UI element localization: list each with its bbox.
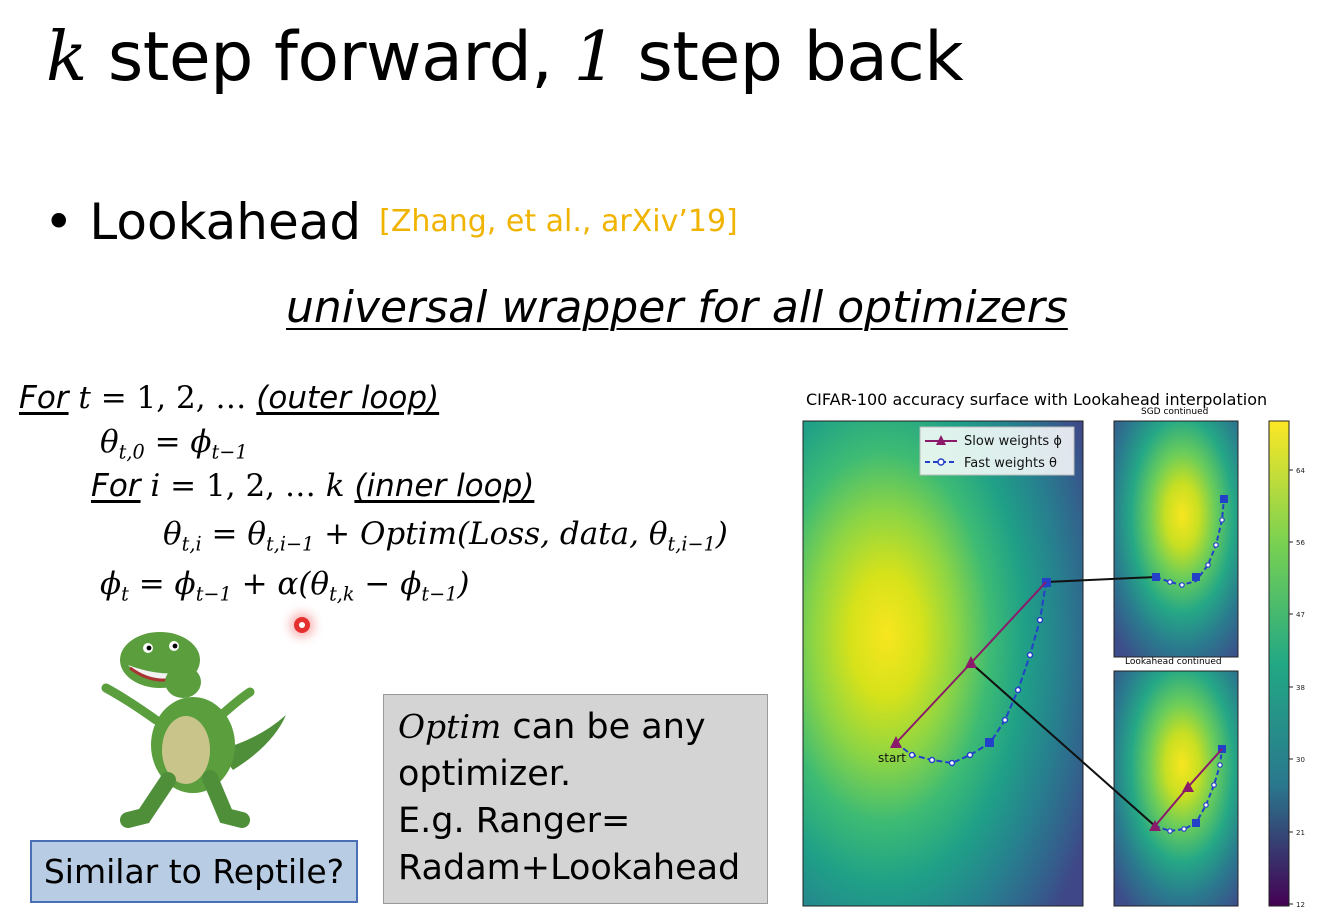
colorbar-tick: 38 [1296,684,1305,692]
note-line2: optimizer. [398,754,572,794]
colorbar-tick: 64 [1296,467,1305,475]
laser-pointer-icon [294,617,310,633]
figure-legend [919,426,1075,476]
title-k: k [46,18,87,97]
legend-fast-label: Fast weights θ [964,456,1057,471]
lookahead-figure: Slow weights ϕ Fast weights θ start 64 5… [802,420,1305,909]
reptile-question-box: Similar to Reptile? [30,840,358,903]
inner-var: i [150,468,161,504]
note-line3: E.g. Ranger= [398,801,631,841]
note-line4: Radam+Lookahead [398,848,741,888]
main-accuracy-surface [802,420,1084,907]
bullet-mark: • [44,193,74,251]
slow-update-formula: ϕt = ϕt−1 + α(θt,k − ϕt−1) [100,566,470,606]
dinosaur-illustration [101,632,286,828]
outer-var: t [78,380,91,416]
colorbar [1268,420,1290,907]
colorbar-tick: 21 [1296,829,1305,837]
legend-slow-label: Slow weights ϕ [964,434,1062,449]
figure-title: CIFAR-100 accuracy surface with Lookahea… [806,390,1268,409]
note-line1: Optim can be any [398,707,706,747]
inner-for-keyword: For [91,468,141,504]
lookahead-continued-surface [1113,670,1239,907]
subtitle: universal wrapper for all optimizers [286,282,1068,333]
inner-comment: (inner loop) [354,468,535,504]
outer-range: = 1, 2, … [90,380,257,416]
bullet-lookahead: • Lookahead [Zhang, et al., arXiv’19] [44,190,738,254]
inner-k: k [325,468,345,504]
sgd-continued-surface [1113,420,1239,658]
start-label: start [878,751,906,765]
outer-comment: (outer loop) [256,380,440,416]
init-rhs: = ϕt−1 [144,424,248,464]
citation: [Zhang, et al., arXiv’19] [379,204,738,239]
outer-for-keyword: For [19,380,69,416]
colorbar-tick: 47 [1296,611,1305,619]
panel-bottom-title: Lookahead continued [1125,657,1222,667]
colorbar-tick: 56 [1296,539,1305,547]
slide-title: k step forward, 1 step back [46,18,964,98]
algo-init: θt,0 = ϕt−1 [100,422,248,473]
colorbar-tick: 30 [1296,756,1305,764]
init-lhs: θt,0 [100,424,145,464]
algo-outer-loop: For t = 1, 2, … (outer loop) [19,378,439,418]
title-one: 1 [573,18,617,97]
update-formula: θt,i = θt,i−1 + Optim(Loss, data, θt,i−1… [163,516,728,556]
panel-top-title: SGD continued [1141,407,1209,417]
title-part1: step forward, [86,18,574,97]
algo-inner-update: θt,i = θt,i−1 + Optim(Loss, data, θt,i−1… [163,514,728,565]
algo-inner-loop: For i = 1, 2, … k (inner loop) [91,466,534,506]
algo-slow-update: ϕt = ϕt−1 + α(θt,k − ϕt−1) [100,564,470,615]
optim-note-box: Optim can be any optimizer. E.g. Ranger=… [383,694,768,904]
inner-range: = 1, 2, … [160,468,326,504]
title-part2: step back [616,18,964,97]
colorbar-tick: 12 [1296,901,1305,909]
bullet-text: Lookahead [89,193,362,251]
